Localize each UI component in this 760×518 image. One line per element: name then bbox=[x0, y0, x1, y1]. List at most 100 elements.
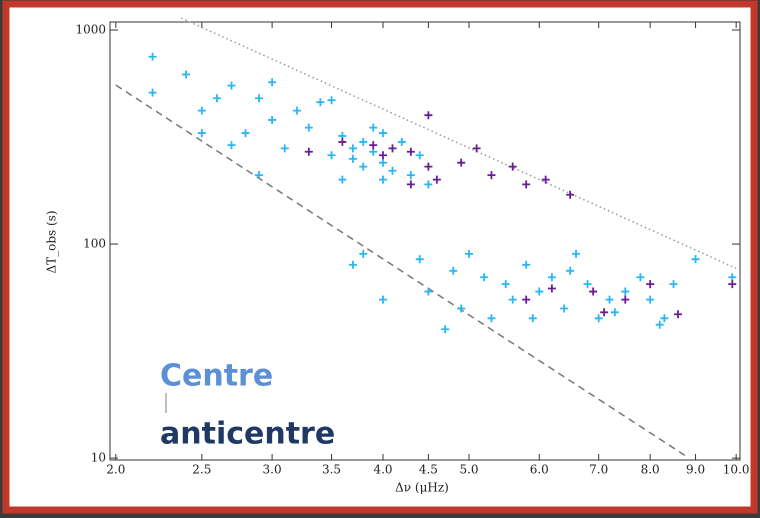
point bbox=[674, 310, 683, 319]
x-tick-label: 3.0 bbox=[263, 463, 282, 477]
point bbox=[255, 171, 264, 180]
point bbox=[541, 175, 550, 184]
y-axis-label: ΔT_obs (s) bbox=[45, 210, 59, 273]
point bbox=[432, 175, 441, 184]
point bbox=[728, 280, 737, 289]
point bbox=[388, 144, 397, 153]
point bbox=[464, 249, 473, 258]
point bbox=[547, 273, 556, 282]
point bbox=[378, 129, 387, 138]
point bbox=[669, 280, 678, 289]
point bbox=[560, 304, 569, 313]
point bbox=[610, 308, 619, 317]
x-tick-label: 6.0 bbox=[530, 463, 549, 477]
point bbox=[646, 295, 655, 304]
point bbox=[348, 260, 357, 269]
x-tick-label: 10.0 bbox=[723, 463, 750, 477]
point bbox=[359, 162, 368, 171]
point bbox=[547, 284, 556, 293]
point bbox=[728, 273, 737, 282]
point bbox=[441, 325, 450, 334]
point bbox=[148, 88, 157, 97]
point bbox=[566, 190, 575, 199]
point bbox=[424, 287, 433, 296]
point bbox=[378, 151, 387, 160]
x-tick-label: 4.5 bbox=[419, 463, 438, 477]
point bbox=[508, 162, 517, 171]
y-tick-label: 10 bbox=[91, 451, 106, 465]
point bbox=[457, 158, 466, 167]
point bbox=[528, 314, 537, 323]
point bbox=[359, 249, 368, 258]
point bbox=[255, 94, 264, 103]
point bbox=[304, 123, 313, 132]
point bbox=[691, 255, 700, 264]
point bbox=[600, 308, 609, 317]
point bbox=[316, 98, 325, 107]
point bbox=[227, 81, 236, 90]
x-tick-label: 8.0 bbox=[641, 463, 660, 477]
plot-box bbox=[109, 21, 741, 461]
point bbox=[424, 162, 433, 171]
x-tick-label: 9.0 bbox=[686, 463, 705, 477]
point bbox=[572, 249, 581, 258]
point bbox=[457, 304, 466, 313]
legend-label: anticentre bbox=[160, 417, 335, 452]
point bbox=[415, 255, 424, 264]
point bbox=[605, 295, 614, 304]
point bbox=[646, 280, 655, 289]
point bbox=[280, 144, 289, 153]
point bbox=[348, 154, 357, 163]
x-tick-label: 3.5 bbox=[322, 463, 341, 477]
point bbox=[535, 287, 544, 296]
point bbox=[369, 141, 378, 150]
point bbox=[660, 314, 669, 323]
point bbox=[621, 287, 630, 296]
point bbox=[655, 320, 664, 329]
legend-label: Centre bbox=[160, 359, 273, 394]
point bbox=[182, 70, 191, 79]
point bbox=[327, 96, 336, 105]
point bbox=[636, 273, 645, 282]
point bbox=[522, 260, 531, 269]
point bbox=[522, 295, 531, 304]
point bbox=[522, 180, 531, 189]
point bbox=[501, 280, 510, 289]
point bbox=[583, 280, 592, 289]
point bbox=[212, 94, 221, 103]
y-tick-label: 100 bbox=[83, 237, 106, 251]
point bbox=[388, 166, 397, 175]
point bbox=[406, 180, 415, 189]
point bbox=[378, 175, 387, 184]
point bbox=[480, 273, 489, 282]
point bbox=[268, 78, 277, 87]
point bbox=[566, 266, 575, 275]
point bbox=[197, 106, 206, 115]
reference-line bbox=[115, 84, 690, 459]
point bbox=[227, 141, 236, 150]
point bbox=[268, 115, 277, 124]
point bbox=[338, 137, 347, 146]
point bbox=[359, 137, 368, 146]
point bbox=[406, 171, 415, 180]
point bbox=[378, 158, 387, 167]
point bbox=[589, 287, 598, 296]
point bbox=[508, 295, 517, 304]
point bbox=[148, 52, 157, 61]
point bbox=[424, 180, 433, 189]
x-tick-label: 2.0 bbox=[106, 463, 125, 477]
x-tick-label: 4.0 bbox=[373, 463, 392, 477]
point bbox=[406, 147, 415, 156]
x-tick-label: 2.5 bbox=[192, 463, 211, 477]
point bbox=[487, 171, 496, 180]
point bbox=[338, 175, 347, 184]
x-tick-label: 5.0 bbox=[459, 463, 478, 477]
point bbox=[449, 266, 458, 275]
x-tick-label: 7.0 bbox=[589, 463, 608, 477]
point bbox=[378, 295, 387, 304]
point bbox=[241, 129, 250, 138]
point bbox=[369, 123, 378, 132]
point bbox=[621, 295, 630, 304]
point bbox=[327, 151, 336, 160]
